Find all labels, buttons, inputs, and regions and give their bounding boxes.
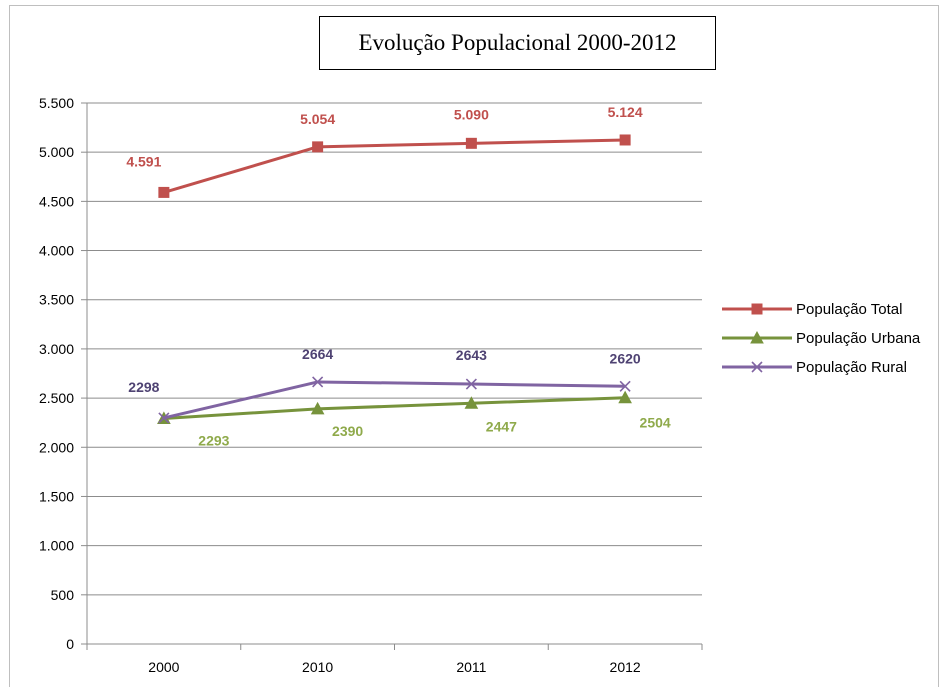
data-point	[312, 141, 324, 153]
series-line-popula-o-urbana	[163, 396, 626, 420]
data-label: 5.090	[454, 106, 489, 122]
data-label: 5.054	[300, 111, 335, 127]
data-label: 2293	[198, 432, 229, 448]
y-tick-label: 3.000	[39, 341, 74, 357]
data-point	[465, 378, 477, 390]
data-label: 2504	[640, 415, 671, 431]
data-labels: 4.591 5.054 5.090 5.124 2293 2390 2447 2504 2298…	[126, 104, 671, 448]
marker-stroke	[158, 412, 170, 424]
chart-title: Evolução Populacional 2000-2012	[319, 16, 716, 70]
data-label: 4.591	[126, 153, 161, 169]
data-point	[158, 186, 170, 198]
y-tick-label: 500	[51, 587, 75, 603]
data-label: 2620	[610, 350, 641, 366]
data-point	[312, 376, 324, 388]
legend: População Total População Urbana População…	[722, 301, 921, 376]
data-label: 2447	[486, 418, 517, 434]
marker-stroke	[465, 378, 477, 390]
marker-stroke	[751, 361, 763, 373]
data-point	[464, 396, 479, 409]
y-tick-label: 5.500	[39, 95, 74, 111]
x-tick-label: 2000	[148, 659, 179, 675]
y-tick-label: 4.500	[39, 193, 74, 209]
gridlines	[87, 102, 702, 645]
data-point	[158, 412, 170, 424]
y-tick-label: 5.000	[39, 144, 74, 160]
x-tick-label: 2011	[456, 659, 486, 675]
data-point	[618, 390, 632, 404]
y-tick-label: 4.000	[39, 243, 74, 259]
legend-marker	[751, 303, 763, 315]
data-point	[619, 380, 631, 392]
legend-item: População Urbana	[722, 330, 921, 347]
data-label: 2664	[302, 346, 333, 362]
legend-item: População Total	[722, 301, 902, 318]
data-label: 5.124	[608, 104, 643, 120]
data-point	[310, 401, 325, 415]
y-tick-label: 1.500	[39, 488, 74, 504]
y-tick-label: 2.000	[39, 439, 74, 455]
legend-marker	[751, 361, 763, 373]
legend-label: População Urbana	[796, 330, 921, 347]
y-tick-label: 1.000	[39, 538, 74, 554]
legend-label: População Total	[796, 301, 902, 318]
legend-item: População Rural	[722, 359, 907, 376]
x-tick-label: 2010	[302, 659, 333, 675]
legend-marker	[750, 330, 764, 344]
data-label: 2298	[128, 379, 159, 395]
y-tick-label: 3.500	[39, 292, 74, 308]
legend-label: População Rural	[796, 359, 907, 376]
axes: 0 500 1.000 1.500 2.000 2.500 3.000 3.500 4.000 4…	[39, 95, 703, 675]
y-tick-label: 0	[66, 636, 74, 652]
data-label: 2643	[456, 347, 487, 363]
series-line-popula-o-total	[163, 138, 626, 194]
data-point	[465, 137, 477, 149]
series-line-popula-o-rural	[163, 380, 626, 420]
marker-stroke	[312, 376, 324, 388]
data-point	[619, 134, 631, 146]
marker-stroke	[619, 380, 631, 392]
series	[157, 134, 632, 424]
x-tick-label: 2012	[610, 659, 641, 675]
y-tick-label: 2.500	[39, 390, 74, 406]
chart-frame	[9, 5, 939, 687]
data-label: 2390	[332, 423, 363, 439]
